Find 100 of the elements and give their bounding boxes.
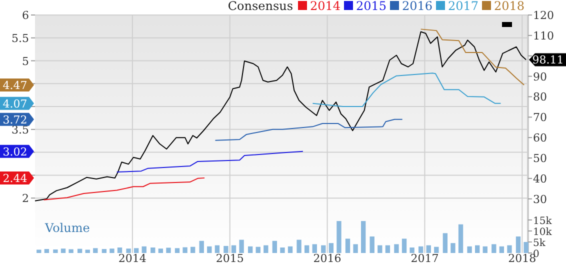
bar (60, 248, 66, 253)
line-series (420, 28, 525, 86)
bar (93, 248, 98, 253)
y-tick-label: 5.5 (12, 32, 29, 45)
bar (256, 246, 260, 253)
bar (353, 244, 358, 253)
bar (182, 247, 188, 253)
y-tick-label: 2 (22, 192, 29, 206)
line-series (214, 118, 403, 141)
bar (85, 250, 90, 253)
bar (467, 246, 472, 253)
y2-tick-label: 50 (533, 152, 547, 166)
x-tick-label: 2014 (118, 252, 146, 264)
line-series (34, 31, 527, 202)
legend-label: 2014 (310, 0, 341, 13)
bar (190, 246, 196, 253)
bar (394, 244, 399, 253)
x-tick-label: 2018 (508, 252, 536, 264)
legend-label: 2016 (402, 0, 433, 13)
bar (402, 238, 407, 253)
bar (134, 248, 139, 253)
bar (328, 243, 334, 253)
bar (68, 249, 74, 253)
bar (264, 245, 268, 253)
bar (53, 249, 58, 253)
bar (304, 245, 310, 253)
bar (117, 247, 122, 253)
bar (166, 248, 171, 253)
bar (321, 245, 326, 253)
bar (450, 243, 456, 253)
bar (158, 248, 164, 253)
bar (312, 244, 317, 253)
bar (288, 246, 293, 253)
y-tick-label: 6 (22, 9, 29, 22)
bar (207, 246, 212, 253)
bar (418, 246, 424, 253)
bar (442, 233, 448, 253)
y2-tick-label: 60 (533, 132, 547, 145)
legend-label: 2017 (448, 0, 479, 13)
bar (248, 246, 253, 253)
legend-label: 2018 (494, 0, 525, 13)
bar (214, 245, 220, 253)
bar (499, 246, 504, 253)
x-tick-label: 2017 (410, 252, 439, 264)
bar (426, 245, 431, 253)
bar (482, 246, 488, 253)
bar (345, 238, 350, 253)
y-tick-label: 5 (22, 54, 29, 68)
bar (434, 246, 439, 253)
y2-tick-label: 70 (533, 111, 547, 124)
line-series (116, 150, 304, 172)
bar (150, 247, 156, 253)
bar (524, 242, 528, 253)
y2-tick-label: 40 (533, 172, 547, 186)
y3-tick-label: 5k (533, 238, 546, 249)
bar (174, 248, 180, 253)
data-label: 98.11 (532, 54, 564, 67)
bar (199, 240, 204, 253)
y3-tick-label: 10k (533, 226, 553, 238)
legend-title: Consensus (228, 0, 293, 13)
annotation: 4.47 (2, 79, 28, 92)
bar (475, 245, 480, 253)
y3-tick-label: 15k (533, 216, 553, 227)
bar (410, 247, 414, 253)
x-tick-label: 2015 (216, 252, 244, 264)
line-series (43, 177, 206, 200)
y2-tick-label: 90 (533, 70, 547, 84)
bar (336, 221, 342, 253)
bar (110, 248, 114, 253)
bar (378, 245, 382, 253)
bar (492, 244, 496, 253)
bar (296, 240, 302, 253)
x-tick-label: 2016 (313, 252, 342, 264)
bar (126, 248, 131, 253)
bar (44, 249, 50, 253)
bar (142, 246, 146, 253)
bar (239, 240, 244, 253)
annotation: 2.44 (2, 172, 28, 185)
bar (516, 236, 521, 253)
y2-tick-label: 80 (533, 90, 547, 104)
bar (280, 247, 285, 253)
bar (385, 245, 390, 253)
y2-tick-label: 110 (533, 29, 554, 42)
bar (370, 236, 374, 253)
bar (36, 250, 42, 253)
line-series (312, 72, 502, 108)
bar (272, 240, 278, 253)
y2-tick-label: 120 (533, 9, 554, 22)
bar (507, 245, 512, 253)
bar (458, 224, 464, 253)
legend-label: 2015 (356, 0, 387, 13)
y2-tick-label: 30 (533, 192, 547, 206)
bar (231, 245, 236, 253)
y3-axis-title: Volume (44, 221, 90, 235)
annotation: 3.02 (2, 145, 28, 158)
bar (361, 221, 366, 253)
bar (224, 246, 228, 253)
annotation: 4.07 (2, 97, 28, 110)
bar (102, 249, 107, 253)
bar (77, 248, 82, 253)
